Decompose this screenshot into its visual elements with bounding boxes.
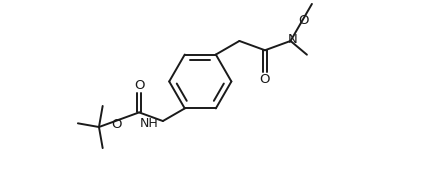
Text: NH: NH <box>139 117 158 131</box>
Text: O: O <box>111 118 121 131</box>
Text: O: O <box>298 14 309 27</box>
Text: N: N <box>288 34 297 46</box>
Text: O: O <box>134 79 144 92</box>
Text: O: O <box>260 73 270 86</box>
